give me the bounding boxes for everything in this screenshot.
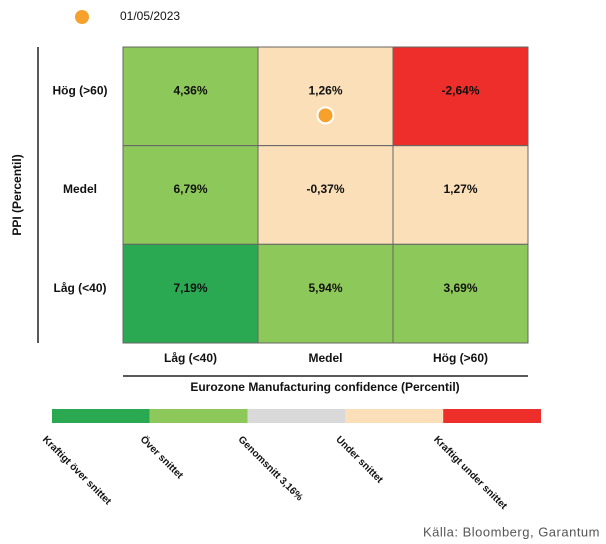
heatmap-cell — [122, 145, 259, 245]
scale-label: Genomsnitt 3,16% — [236, 434, 305, 503]
y-axis-title: PPI (Percentil) — [10, 154, 24, 235]
marker-legend-dot — [75, 10, 89, 24]
source: Källa: Bloomberg, Garantum — [423, 524, 600, 539]
y-tick-label: Låg (<40) — [53, 281, 106, 295]
scale-swatch — [345, 409, 444, 423]
scale-swatch — [52, 409, 150, 423]
cell-label: -2,64% — [441, 84, 479, 98]
scale-swatch — [149, 409, 248, 423]
cell-label: 4,36% — [173, 84, 207, 98]
heatmap-cell — [122, 243, 259, 344]
scale-swatch — [247, 409, 346, 423]
heatmap-cell — [392, 145, 529, 245]
scale-label: Kraftigt över snittet — [40, 434, 113, 507]
cell-label: 3,69% — [443, 281, 477, 295]
x-tick-label: Låg (<40) — [164, 351, 217, 365]
x-tick-label: Medel — [308, 351, 342, 365]
x-axis-title: Eurozone Manufacturing confidence (Perce… — [190, 380, 459, 394]
marker-dot — [316, 106, 335, 125]
y-tick-label: Medel — [63, 182, 97, 196]
scale-swatch — [443, 409, 541, 423]
marker-legend-label: 01/05/2023 — [120, 9, 180, 23]
cell-label: 1,26% — [308, 84, 342, 98]
cell-label: 7,19% — [173, 281, 207, 295]
scale-label: Kraftigt under snittet — [431, 434, 509, 512]
cell-label: 1,27% — [443, 182, 477, 196]
heatmap-cell — [122, 46, 259, 147]
scale-label: Under snittet — [333, 434, 385, 486]
heatmap-cell — [392, 243, 529, 344]
heatmap-cell — [257, 243, 394, 344]
x-tick-label: Hög (>60) — [433, 351, 488, 365]
cell-label: 6,79% — [173, 182, 207, 196]
heatmap-cell — [392, 46, 529, 147]
cell-label: 5,94% — [308, 281, 342, 295]
scale-label: Över snittet — [138, 433, 187, 482]
heatmap-cell — [257, 46, 394, 147]
y-tick-label: Hög (>60) — [52, 84, 107, 98]
cell-label: -0,37% — [306, 182, 344, 196]
